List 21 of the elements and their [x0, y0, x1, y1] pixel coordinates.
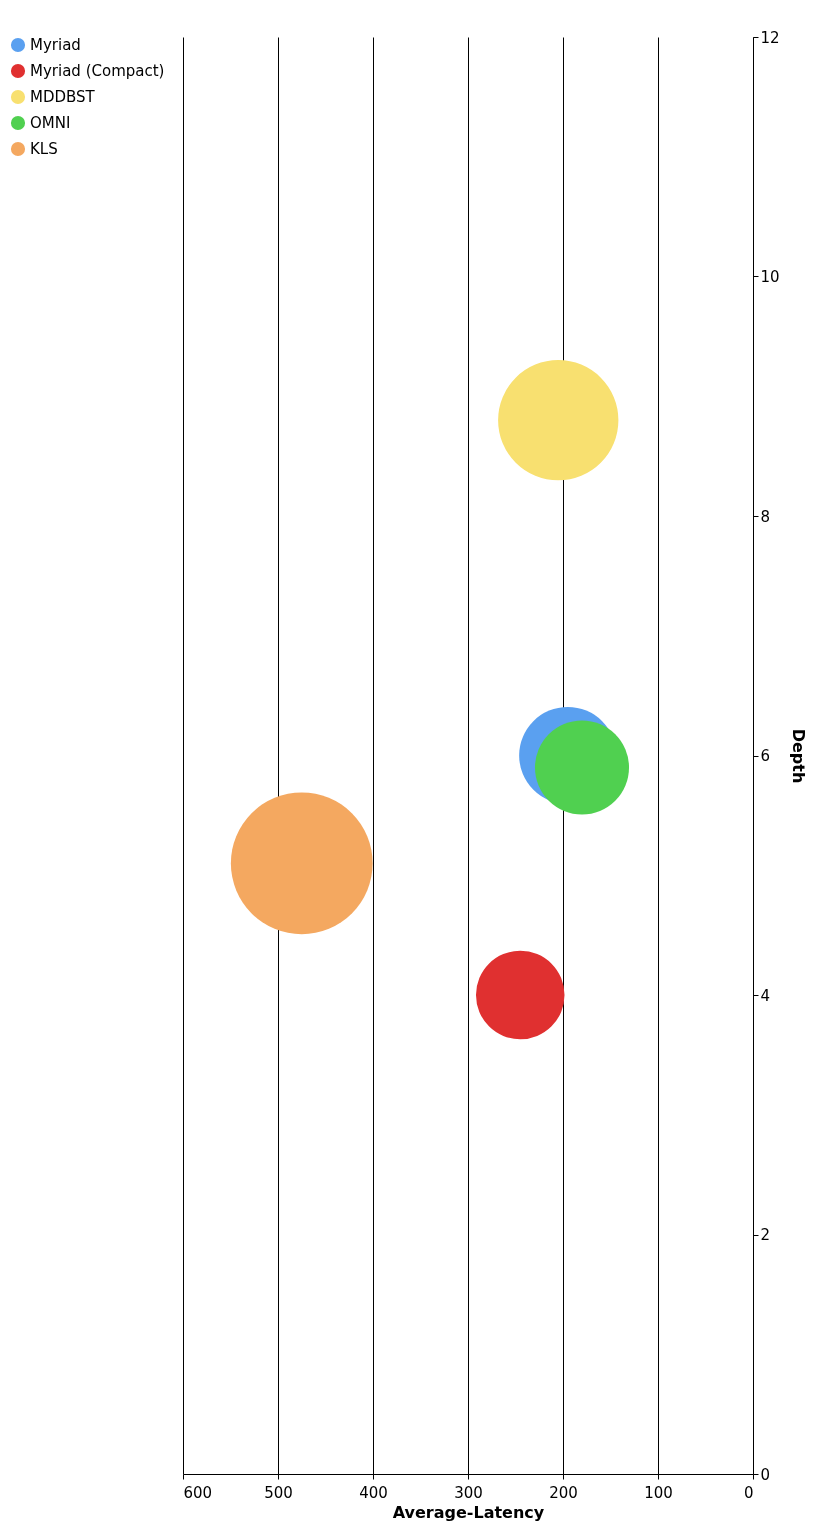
- x-tick-label: 200: [549, 1483, 578, 1502]
- x-tick-label: 600: [183, 1483, 213, 1502]
- legend-label: Myriad: [30, 36, 81, 54]
- x-tick-label: 100: [644, 1483, 673, 1502]
- y-tick-label: 2: [760, 1226, 771, 1244]
- y-tick-label: 6: [760, 747, 771, 765]
- x-tick-label: 300: [454, 1483, 483, 1502]
- legend-label: OMNI: [30, 114, 71, 132]
- y-tick-label: 0: [760, 1465, 771, 1484]
- y-tick-label: 10: [760, 268, 780, 286]
- legend-label: MDDBST: [30, 88, 96, 106]
- x-tick-label: 500: [264, 1483, 293, 1502]
- y-tick-label: 8: [760, 507, 771, 526]
- x-axis-title: Average-Latency: [392, 1502, 545, 1522]
- legend-label: KLS: [30, 140, 58, 158]
- x-tick-label: 0: [743, 1483, 754, 1502]
- legend-label: Myriad (Compact): [30, 62, 165, 80]
- x-tick-label: 400: [359, 1483, 388, 1502]
- y-tick-label: 4: [760, 986, 771, 1005]
- y-tick-label: 12: [760, 28, 780, 47]
- y-axis-title: Depth: [788, 728, 808, 784]
